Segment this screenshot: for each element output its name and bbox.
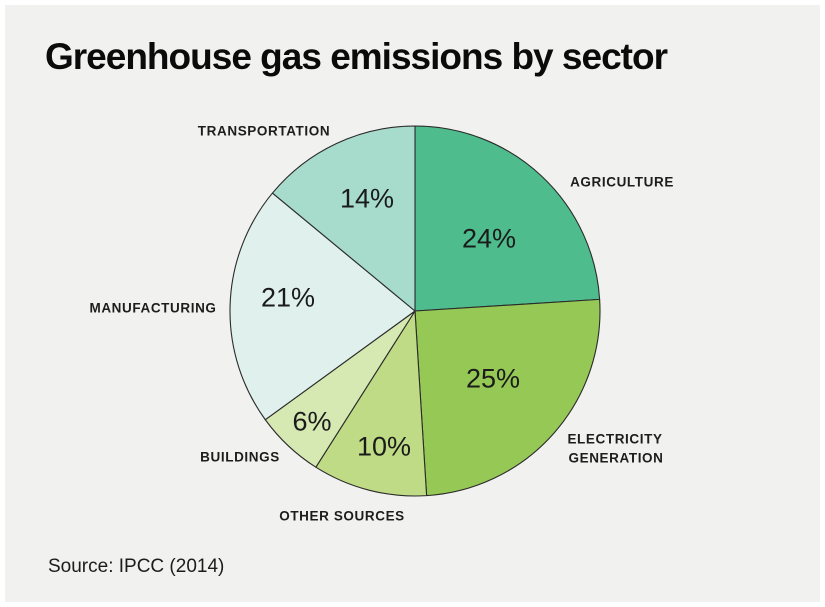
source-note: Source: IPCC (2014) — [48, 556, 225, 577]
pie-slice-agriculture — [414, 125, 601, 312]
pie-slice-other-sources — [315, 310, 428, 497]
pie-slice-transportation — [271, 125, 416, 312]
pie-slice-manufacturing — [229, 192, 416, 421]
chart-title: Greenhouse gas emissions by sector — [45, 36, 668, 77]
pie-slice-electricity-generation — [414, 298, 601, 497]
